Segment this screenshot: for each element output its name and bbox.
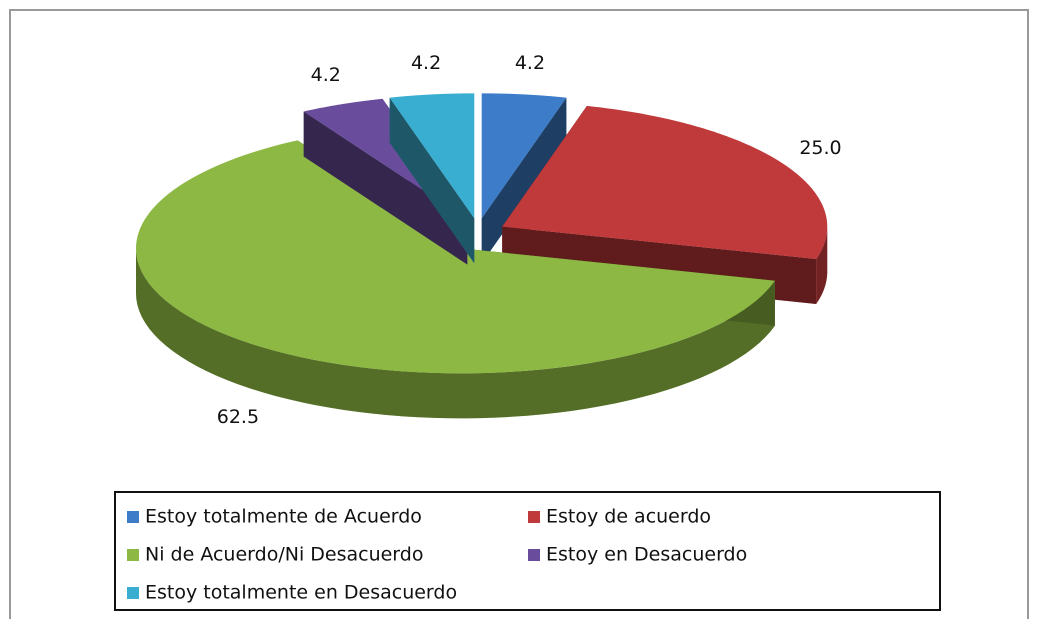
legend-label: Estoy totalmente en Desacuerdo	[145, 582, 457, 604]
slice-top	[389, 93, 475, 219]
data-label: 4.2	[411, 52, 441, 74]
legend-box	[114, 491, 941, 611]
chart-frame	[9, 9, 1029, 619]
legend-label: Estoy totalmente de Acuerdo	[145, 506, 422, 528]
legend-swatch	[127, 511, 139, 523]
slice-wall	[135, 248, 775, 419]
data-label: 62.5	[217, 406, 259, 428]
slice-wall	[816, 226, 828, 304]
data-label: 25.0	[799, 137, 841, 159]
slice-wall-shade	[135, 248, 775, 419]
legend-label: Estoy en Desacuerdo	[546, 544, 747, 566]
legend-swatch	[127, 549, 139, 561]
legend-swatch	[528, 549, 540, 561]
legend-swatch	[127, 587, 139, 599]
slice-face-shade	[303, 111, 468, 265]
legend-label: Estoy de acuerdo	[546, 506, 711, 528]
data-label: 4.2	[311, 64, 341, 86]
slice-face-shade	[389, 97, 475, 264]
pie-slice	[389, 93, 475, 264]
slice-face-shade	[481, 97, 567, 264]
slice-top	[502, 105, 828, 259]
data-label: 4.2	[515, 52, 545, 74]
pie-slice	[502, 105, 828, 304]
slice-top	[481, 93, 567, 219]
legend-swatch	[528, 511, 540, 523]
legend-label: Ni de Acuerdo/Ni Desacuerdo	[145, 544, 423, 566]
slice-wall-shade	[816, 226, 828, 304]
slice-top	[135, 140, 775, 374]
legend: Estoy totalmente de Acuerdo Estoy de acue…	[127, 506, 747, 604]
pie-slice	[481, 93, 567, 264]
